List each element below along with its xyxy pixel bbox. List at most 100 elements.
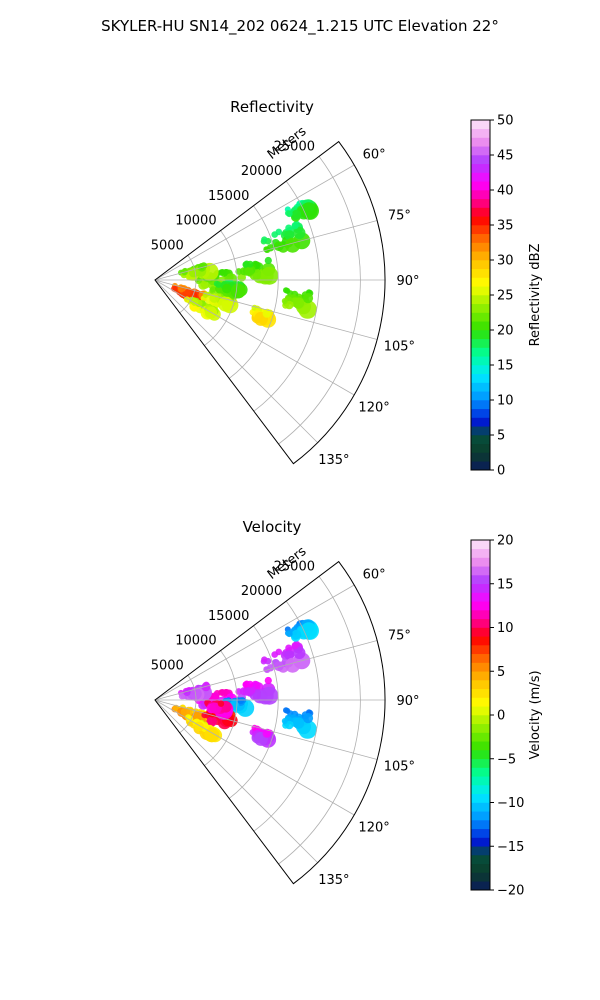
echo-cell xyxy=(260,266,279,285)
colorbar-band xyxy=(471,758,490,768)
colorbar-band xyxy=(471,190,490,200)
theta-grid-line xyxy=(154,220,378,281)
colorbar-tick-label: −5 xyxy=(497,752,516,767)
sector-frame xyxy=(154,140,386,465)
theta-tick-label: 105° xyxy=(384,760,415,775)
echo-cell xyxy=(230,283,246,299)
colorbar-band xyxy=(471,872,490,882)
echo-cell xyxy=(204,727,220,743)
echo-cell xyxy=(285,237,301,253)
theta-tick-label: 135° xyxy=(318,453,349,468)
colorbar-band xyxy=(471,365,490,375)
colorbar-tick-label: 0 xyxy=(497,464,505,479)
colorbar-band xyxy=(471,321,490,331)
colorbar-band xyxy=(471,688,490,698)
echo-cell xyxy=(300,202,318,220)
r-tick-label: 5000 xyxy=(151,658,184,673)
colorbar-band xyxy=(471,120,490,130)
r-grid-arc xyxy=(278,576,361,865)
colorbar-band xyxy=(471,715,490,725)
colorbar-band xyxy=(471,846,490,856)
colorbar-band xyxy=(471,557,490,567)
echo-region xyxy=(281,707,317,739)
colorbar-tick-label: 35 xyxy=(497,219,514,234)
colorbar-band xyxy=(471,137,490,147)
r-grid-arc xyxy=(179,675,197,734)
echo-cell xyxy=(188,267,199,278)
colorbar-band xyxy=(471,251,490,261)
colorbar-tick-label: 20 xyxy=(497,534,514,549)
echo-cell xyxy=(244,686,254,697)
colorbar-band xyxy=(471,776,490,786)
colorbar-band xyxy=(471,443,490,453)
echo-cell xyxy=(284,230,295,241)
theta-tick-label: 75° xyxy=(388,629,411,644)
r-tick-label: 5000 xyxy=(151,238,184,253)
echo-cell xyxy=(281,298,288,304)
colorbar-tick-label: −15 xyxy=(497,840,524,855)
colorbar-band xyxy=(471,207,490,217)
theta-tick-label: 60° xyxy=(363,568,386,583)
colorbar-band xyxy=(471,408,490,418)
echo-cell xyxy=(206,716,217,727)
velocity-title: Velocity xyxy=(243,518,302,536)
colorbar-tick-label: 15 xyxy=(497,577,514,592)
colorbar-tick-label: 30 xyxy=(497,254,514,269)
echo-cell xyxy=(194,721,204,732)
echo-region xyxy=(178,681,212,702)
colorbar-band xyxy=(471,225,490,235)
echo-region xyxy=(249,724,277,748)
colorbar-band xyxy=(471,793,490,803)
r-tick-label: 10000 xyxy=(175,634,216,649)
echo-cell xyxy=(293,226,306,239)
echo-cell xyxy=(271,231,279,238)
echo-cell xyxy=(273,661,284,672)
colorbar-band xyxy=(471,802,490,812)
echo-cell xyxy=(246,260,254,268)
colorbar-tick-label: −10 xyxy=(497,796,524,811)
echo-cell xyxy=(291,222,299,230)
r-grid-arc xyxy=(278,156,361,445)
colorbar-band xyxy=(471,662,490,672)
r-grid-arc xyxy=(228,205,279,379)
colorbar-band xyxy=(471,400,490,410)
colorbar-band xyxy=(471,303,490,313)
colorbar-band xyxy=(471,181,490,191)
colorbar-band xyxy=(471,172,490,182)
echo-cell xyxy=(284,287,291,294)
reflectivity-colorbar-label: Reflectivity dBZ xyxy=(528,244,543,347)
colorbar-band xyxy=(471,636,490,646)
colorbar-tick-label: 5 xyxy=(497,665,505,680)
echo-cell xyxy=(292,297,305,309)
echo-cell xyxy=(264,676,272,685)
echo-cell xyxy=(186,715,194,722)
colorbar-band xyxy=(471,268,490,278)
theta-tick-label: 90° xyxy=(396,274,419,289)
theta-tick-label: 135° xyxy=(318,873,349,888)
echo-cell xyxy=(220,269,228,277)
echo-cell xyxy=(244,266,254,276)
r-tick-label: 10000 xyxy=(175,214,216,229)
colorbar-band xyxy=(471,881,490,891)
echo-cell xyxy=(246,680,254,688)
colorbar-band xyxy=(471,146,490,156)
colorbar-band xyxy=(471,155,490,165)
echo-cell xyxy=(222,283,232,294)
colorbar-tick-label: 15 xyxy=(497,359,514,374)
echo-cell xyxy=(211,692,220,700)
colorbar-band xyxy=(471,732,490,742)
colorbar-tick-label: 10 xyxy=(497,621,514,636)
echo-cell xyxy=(178,693,185,700)
echo-region xyxy=(204,699,234,720)
colorbar-tick-label: 20 xyxy=(497,324,514,339)
colorbar-tick-label: 40 xyxy=(497,184,514,199)
colorbar-band xyxy=(471,828,490,838)
theta-grid-line xyxy=(154,279,355,396)
echo-cell xyxy=(300,622,318,640)
colorbar-band xyxy=(471,435,490,445)
echo-region xyxy=(260,220,311,253)
echo-region xyxy=(260,640,311,673)
r-tick-label: 25000 xyxy=(274,139,315,154)
echo-region xyxy=(284,619,319,642)
r-tick-label: 25000 xyxy=(274,559,315,574)
